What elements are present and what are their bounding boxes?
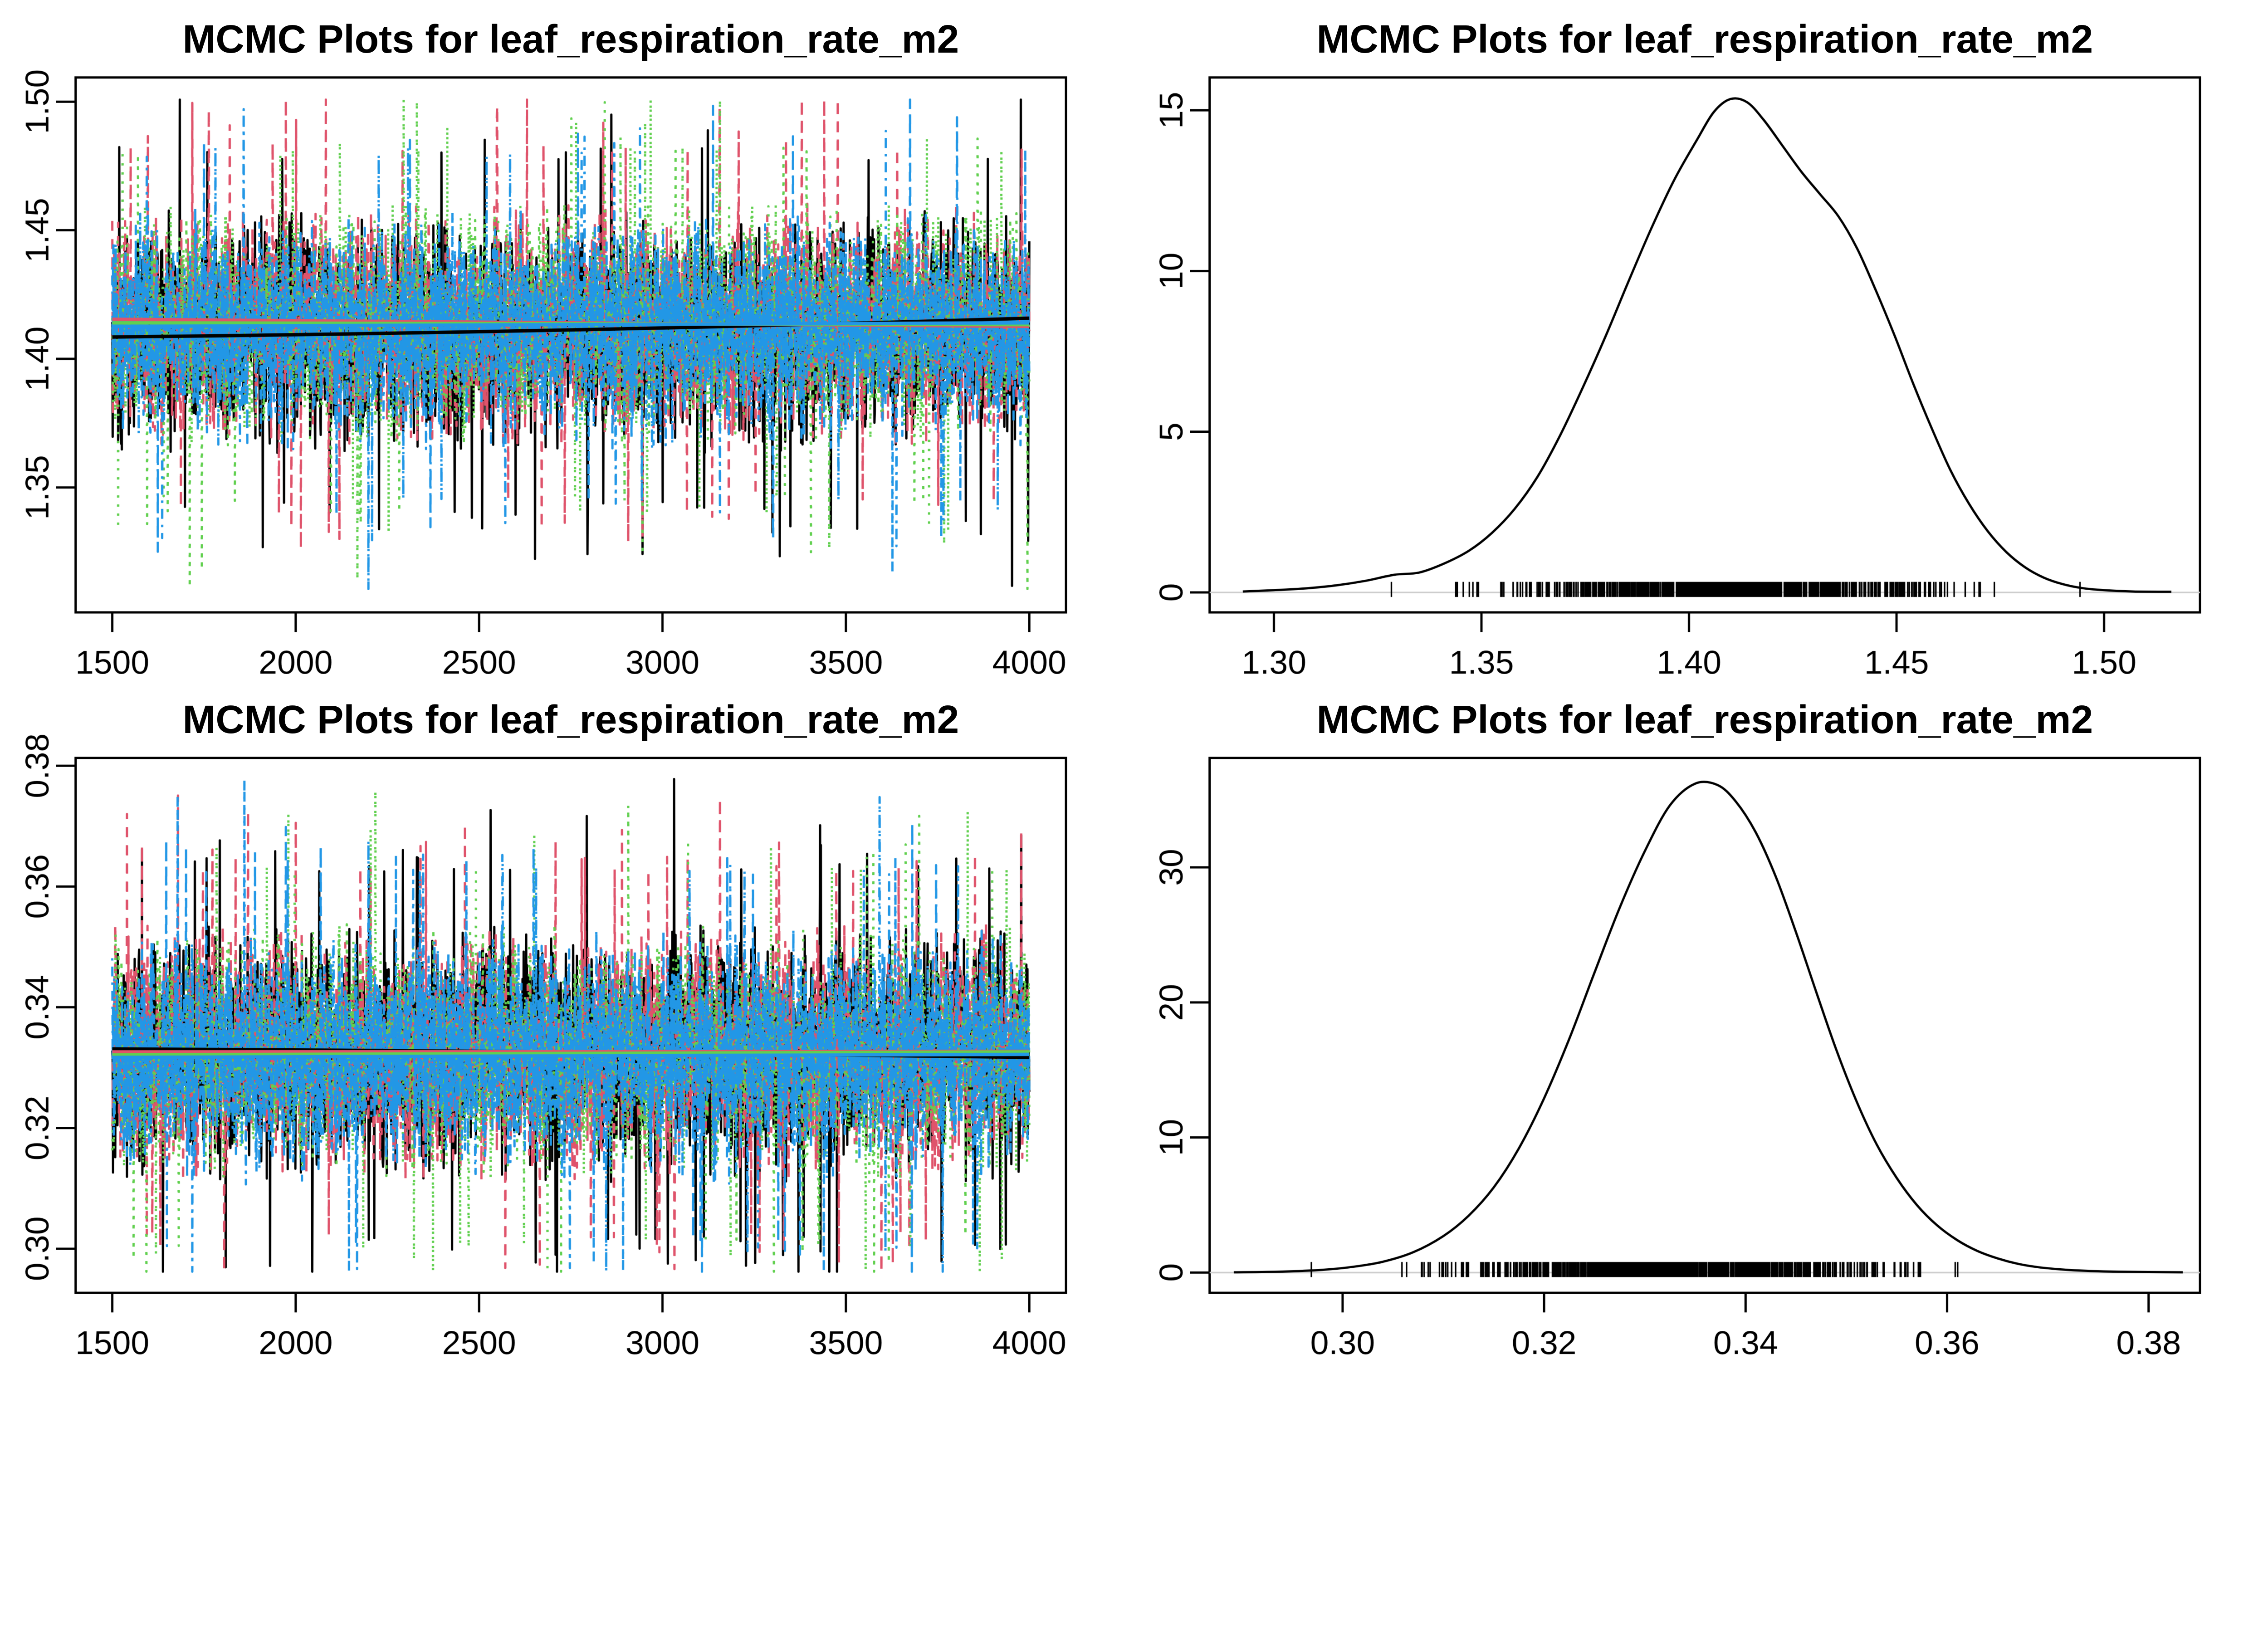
panel-trace-top-left: MCMC Plots for leaf_respiration_rate_m2 [0,0,1134,680]
plot-title-top-right: MCMC Plots for leaf_respiration_rate_m2 [1316,17,2093,61]
panel-trace-bottom-left: MCMC Plots for leaf_respiration_rate_m2 [0,680,1134,1361]
plot-title-bottom-left: MCMC Plots for leaf_respiration_rate_m2 [182,697,959,742]
density-plot-canvas-bottom-right [1134,680,2268,1361]
plot-title-bottom-right: MCMC Plots for leaf_respiration_rate_m2 [1316,697,2093,742]
plot-title-top-left: MCMC Plots for leaf_respiration_rate_m2 [182,17,959,61]
panel-density-bottom-right: MCMC Plots for leaf_respiration_rate_m2 [1134,680,2268,1361]
mcmc-diagnostics-figure: MCMC Plots for leaf_respiration_rate_m2 … [0,0,2268,1361]
trace-plot-canvas-top-left [0,0,1134,680]
density-plot-canvas-top-right [1134,0,2268,680]
panel-density-top-right: MCMC Plots for leaf_respiration_rate_m2 [1134,0,2268,680]
trace-plot-canvas-bottom-left [0,680,1134,1361]
